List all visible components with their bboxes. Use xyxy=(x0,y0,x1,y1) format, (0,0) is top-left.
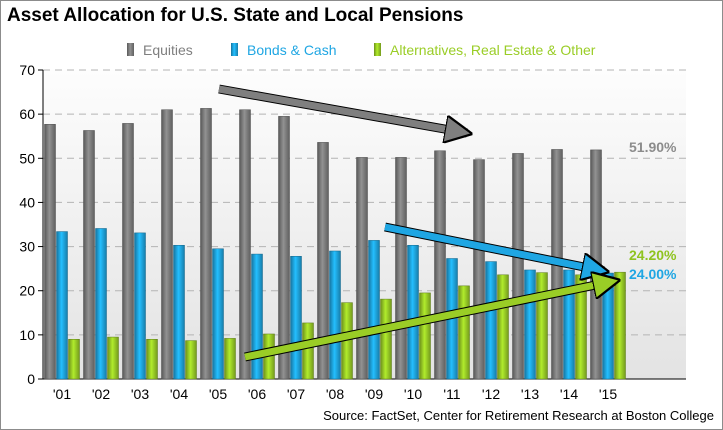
x-tick-label: '01 xyxy=(53,386,71,402)
bar-bonds-3 xyxy=(173,244,185,380)
annotation-2: 24.00% xyxy=(629,266,677,282)
bar-equities-10 xyxy=(434,150,446,380)
x-tick-label: '02 xyxy=(92,386,110,402)
x-tick-label: '14 xyxy=(560,386,578,402)
legend-label-0: Equities xyxy=(143,42,193,58)
x-tick-label: '03 xyxy=(131,386,149,402)
legend-label-1: Bonds & Cash xyxy=(247,42,337,58)
x-tick-label: '15 xyxy=(599,386,617,402)
legend-swatch-1 xyxy=(231,43,238,56)
bar-bonds-4 xyxy=(212,248,224,380)
bar-alternatives-11 xyxy=(497,274,509,380)
bar-bonds-11 xyxy=(485,261,497,380)
bar-alternatives-9 xyxy=(419,292,431,380)
y-tick-label: 10 xyxy=(19,327,35,343)
source-note: Source: FactSet, Center for Retirement R… xyxy=(323,408,714,423)
bar-alternatives-4 xyxy=(224,338,236,380)
bar-equities-4 xyxy=(200,108,212,380)
bar-alternatives-10 xyxy=(458,285,470,380)
bar-alternatives-12 xyxy=(536,272,548,380)
bar-alternatives-2 xyxy=(146,339,158,380)
legend-swatch-2 xyxy=(374,43,381,56)
y-tick-label: 70 xyxy=(19,62,35,78)
bar-equities-9 xyxy=(395,157,407,380)
bar-alternatives-14 xyxy=(614,271,626,380)
bar-bonds-5 xyxy=(251,253,263,380)
bar-bonds-1 xyxy=(95,228,107,380)
bar-bonds-8 xyxy=(368,240,380,380)
trend-arrow-2 xyxy=(244,281,615,361)
bar-equities-12 xyxy=(512,153,524,380)
bar-bonds-7 xyxy=(329,250,341,380)
bar-bonds-14 xyxy=(602,272,614,380)
bar-equities-1 xyxy=(83,130,95,380)
trend-arrow-0 xyxy=(218,85,467,133)
bar-equities-8 xyxy=(356,157,368,380)
bar-bonds-12 xyxy=(524,269,536,380)
bar-equities-11 xyxy=(473,159,485,380)
x-tick-label: '13 xyxy=(521,386,539,402)
y-tick-label: 0 xyxy=(27,371,35,387)
y-tick-label: 20 xyxy=(19,283,35,299)
bar-equities-0 xyxy=(44,124,56,380)
bar-equities-6 xyxy=(278,116,290,380)
x-tick-label: '09 xyxy=(365,386,383,402)
bar-alternatives-8 xyxy=(380,298,392,380)
bar-equities-5 xyxy=(239,109,251,380)
bar-bonds-6 xyxy=(290,256,302,380)
bar-equities-7 xyxy=(317,142,329,380)
y-tick-label: 40 xyxy=(19,194,35,210)
x-tick-label: '05 xyxy=(209,386,227,402)
x-tick-label: '06 xyxy=(248,386,266,402)
annotation-0: 51.90% xyxy=(629,139,677,155)
bar-alternatives-1 xyxy=(107,336,119,380)
y-tick-label: 50 xyxy=(19,150,35,166)
bar-equities-3 xyxy=(161,109,173,380)
bar-alternatives-0 xyxy=(68,339,80,380)
bar-bonds-13 xyxy=(563,269,575,380)
y-tick-label: 60 xyxy=(19,106,35,122)
x-tick-label: '12 xyxy=(482,386,500,402)
legend-swatch-0 xyxy=(127,43,134,56)
bar-alternatives-3 xyxy=(185,340,197,380)
chart-title: Asset Allocation for U.S. State and Loca… xyxy=(7,5,464,26)
x-tick-label: '08 xyxy=(326,386,344,402)
bar-bonds-0 xyxy=(56,231,68,380)
trend-arrow-1 xyxy=(384,223,604,271)
y-tick-label: 30 xyxy=(19,239,35,255)
bar-alternatives-6 xyxy=(302,322,314,380)
bar-equities-2 xyxy=(122,123,134,380)
x-tick-label: '10 xyxy=(404,386,422,402)
annotation-1: 24.20% xyxy=(629,247,677,263)
x-tick-label: '11 xyxy=(443,386,460,402)
x-tick-label: '07 xyxy=(287,386,305,402)
x-tick-label: '04 xyxy=(170,386,188,402)
bar-bonds-9 xyxy=(407,244,419,380)
legend-label-2: Alternatives, Real Estate & Other xyxy=(390,42,596,58)
bar-bonds-2 xyxy=(134,232,146,380)
